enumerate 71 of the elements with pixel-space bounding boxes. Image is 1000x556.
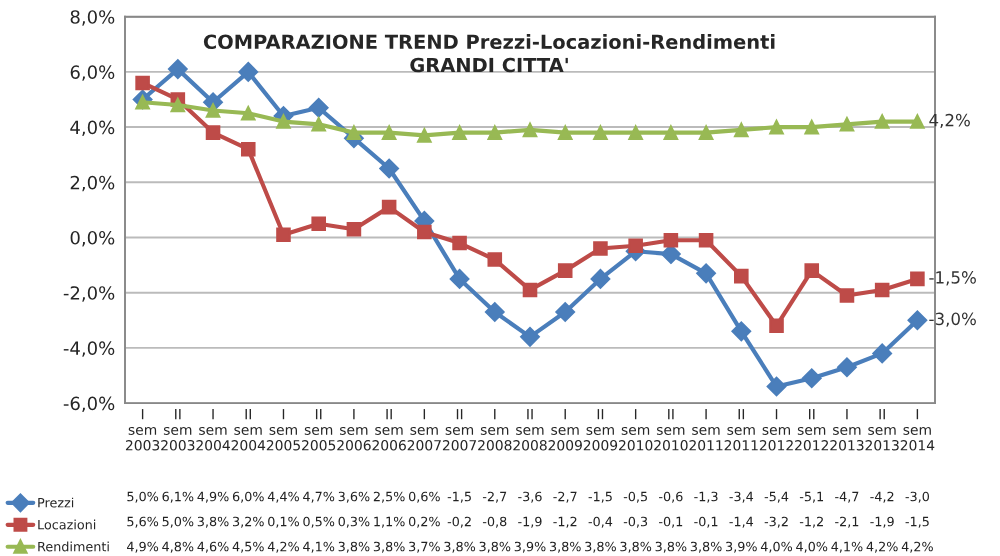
- point: [557, 263, 573, 278]
- point: [663, 125, 679, 140]
- point: [874, 282, 890, 298]
- point: [240, 141, 256, 157]
- point: [170, 97, 186, 113]
- point: [698, 232, 714, 248]
- point: [907, 310, 928, 331]
- point: [484, 302, 505, 322]
- point: [590, 269, 611, 289]
- point: [872, 343, 893, 364]
- point: [734, 122, 749, 138]
- point: [311, 117, 326, 132]
- point: [346, 125, 362, 140]
- point: [696, 263, 716, 284]
- point: [135, 75, 150, 91]
- point: [381, 125, 397, 140]
- point: [238, 62, 259, 82]
- point: [731, 321, 752, 342]
- text: COMPARAZIONE TREND Prezzi-Locazioni-Rendimenti GRANDI CITTA': [203, 34, 775, 73]
- point: [910, 271, 925, 287]
- point: [522, 282, 538, 298]
- point: [769, 318, 784, 334]
- point: [804, 119, 820, 135]
- point: [240, 105, 256, 121]
- point: [663, 232, 679, 248]
- point: [593, 241, 608, 256]
- y-tick-label: 8,0%: [70, 10, 115, 26]
- point: [452, 235, 467, 251]
- y-tick-label: 0,0%: [70, 230, 115, 247]
- point: [910, 114, 925, 129]
- point: [520, 326, 540, 347]
- point: [135, 94, 150, 110]
- point: [837, 357, 857, 378]
- point: [487, 252, 503, 267]
- point: [804, 263, 820, 278]
- point: [308, 97, 329, 118]
- y-tick-label: 4,0%: [70, 120, 115, 137]
- y-tick-label: -6,0%: [63, 396, 115, 413]
- point: [769, 119, 784, 135]
- point: [660, 244, 681, 264]
- y-tick-label: -4,0%: [63, 341, 115, 357]
- point: [555, 302, 576, 322]
- point: [628, 125, 643, 140]
- point: [874, 114, 890, 129]
- point: [417, 128, 432, 143]
- y-tick-label: 6,0%: [70, 65, 115, 81]
- point: [381, 199, 397, 215]
- point: [698, 125, 714, 140]
- point: [452, 125, 467, 140]
- point: [801, 368, 822, 389]
- point: [734, 268, 749, 284]
- point: [628, 238, 643, 254]
- point: [276, 114, 291, 129]
- y-tick-label: 2,0%: [70, 175, 115, 192]
- point: [276, 227, 291, 243]
- point: [167, 59, 188, 79]
- point: [205, 125, 221, 140]
- y-tick-label: -2,0%: [63, 286, 115, 302]
- point: [839, 117, 855, 132]
- point: [449, 269, 470, 289]
- point: [311, 216, 326, 231]
- point: [522, 122, 538, 138]
- point: [593, 125, 608, 140]
- point: [839, 288, 855, 303]
- point: [417, 224, 432, 240]
- point: [557, 125, 573, 140]
- point: [766, 376, 787, 397]
- point: [205, 103, 221, 118]
- point: [487, 125, 503, 140]
- point: [379, 158, 400, 179]
- point: [346, 221, 362, 237]
